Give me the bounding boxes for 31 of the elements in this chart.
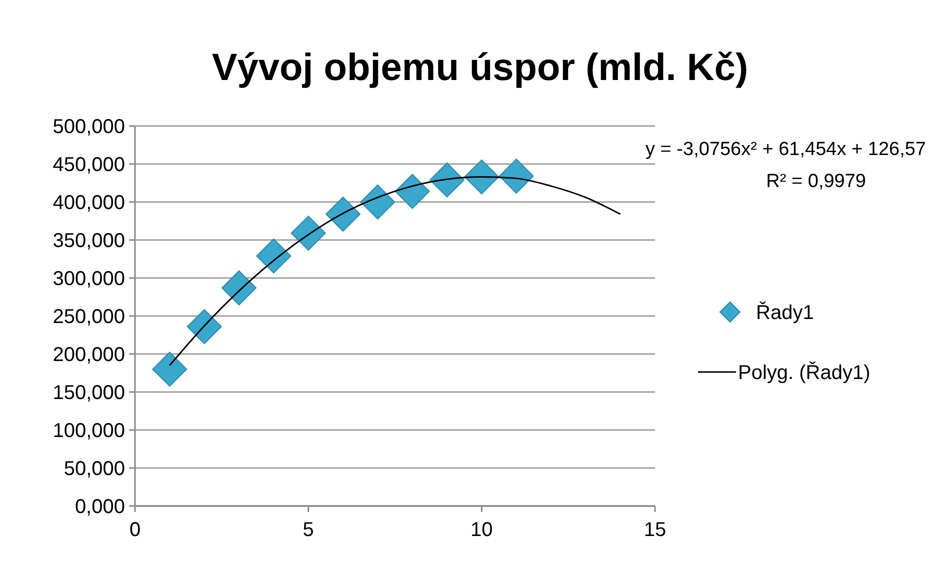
x-tick-label: 5 bbox=[302, 519, 314, 541]
point bbox=[186, 309, 222, 344]
y-tick-label: 500,000 bbox=[52, 116, 125, 138]
point bbox=[290, 216, 326, 251]
y-tick-label: 250,000 bbox=[52, 306, 125, 328]
y-tick-label: 400,000 bbox=[52, 192, 125, 214]
point bbox=[464, 159, 500, 194]
point bbox=[152, 352, 188, 387]
y-tick-label: 300,000 bbox=[52, 268, 125, 290]
chart-title: Vývoj objemu úspor (mld. Kč) bbox=[212, 47, 748, 89]
point bbox=[222, 270, 256, 306]
legend-label: Polyg. (Řady1) bbox=[738, 361, 870, 384]
y-tick-label: 450,000 bbox=[52, 154, 125, 176]
legend-label: Řady1 bbox=[756, 301, 814, 324]
y-tick-label: 350,000 bbox=[52, 230, 125, 252]
point bbox=[498, 158, 534, 194]
point bbox=[256, 238, 292, 274]
x-tick-label: 15 bbox=[644, 519, 666, 541]
x-tick-label: 10 bbox=[470, 519, 493, 541]
point bbox=[430, 162, 464, 198]
y-tick-label: 0,000 bbox=[74, 496, 125, 518]
y-tick-label: 100,000 bbox=[52, 420, 125, 442]
point bbox=[394, 174, 430, 209]
x-tick-label: 0 bbox=[129, 519, 141, 541]
point bbox=[360, 184, 396, 220]
y-tick-label: 50,000 bbox=[64, 458, 125, 480]
text: R² = 0,9979 bbox=[766, 171, 866, 192]
y-tick-label: 200,000 bbox=[52, 344, 125, 366]
point bbox=[326, 196, 360, 232]
y-tick-label: 150,000 bbox=[52, 382, 125, 404]
annotation: y = -3,0756x² + 61,454x + 126,57 bbox=[646, 139, 926, 160]
